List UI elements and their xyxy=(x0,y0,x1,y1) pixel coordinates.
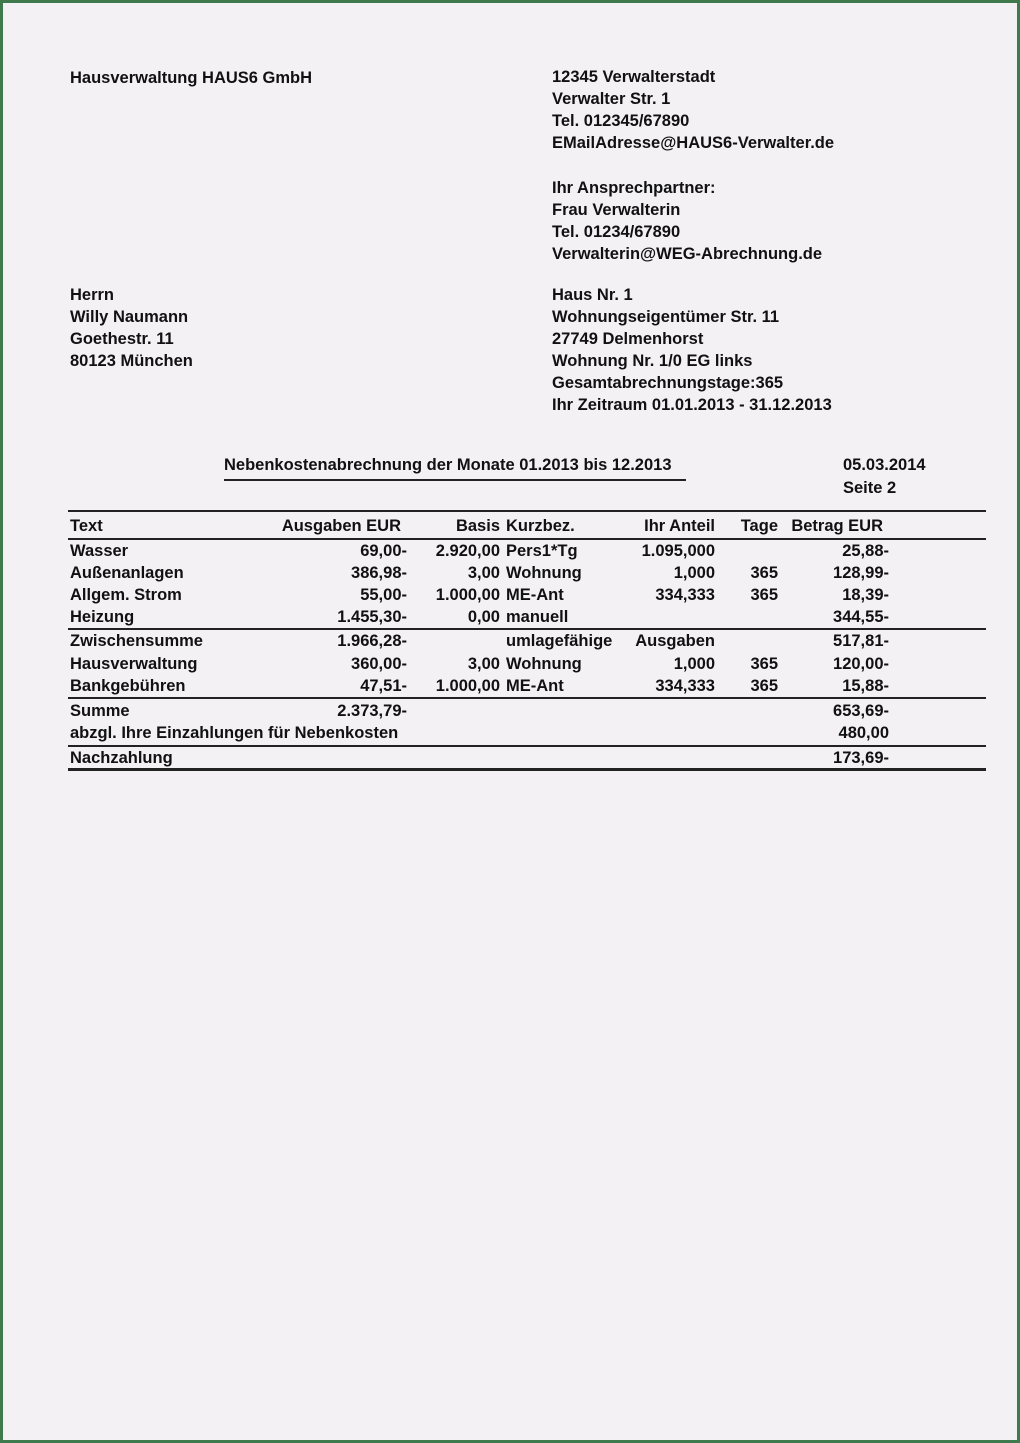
table-rule xyxy=(68,628,986,630)
cell-kurzbez: Wohnung xyxy=(506,564,582,582)
contact-email: Verwalterin@WEG-Abrechnung.de xyxy=(552,245,823,263)
cell-kurzbez: Pers1*Tg xyxy=(506,542,578,560)
cell-kurzbez: Wohnung xyxy=(506,655,582,673)
property-line: Wohnung Nr. 1/0 EG links xyxy=(552,352,753,370)
header-ausgaben: Ausgaben EUR xyxy=(281,517,401,535)
cell-text: Zwischensumme xyxy=(70,632,203,650)
table-rule xyxy=(68,510,986,512)
cell-text: Außenanlagen xyxy=(70,564,184,582)
cell-kurzbez: manuell xyxy=(506,608,569,626)
cell-ausgaben: 55,00- xyxy=(360,586,407,604)
address-line: Verwalter Str. 1 xyxy=(552,90,671,108)
cell-anteil: 1.095,000 xyxy=(641,542,715,560)
cell-betrag: 517,81- xyxy=(833,632,889,650)
cell-text: Wasser xyxy=(70,542,129,560)
contact-label: Ihr Ansprechpartner: xyxy=(552,179,716,197)
cell-text: Nachzahlung xyxy=(70,749,173,767)
cell-anteil: 1,000 xyxy=(673,564,715,582)
page-number: Seite 2 xyxy=(843,479,897,497)
cell-tage: 365 xyxy=(750,586,778,604)
header-tage: Tage xyxy=(740,517,778,535)
table-rule xyxy=(68,538,986,540)
property-line: Gesamtabrechnungstage:365 xyxy=(552,374,784,392)
cell-betrag: 18,39- xyxy=(842,586,889,604)
cell-ausgaben: 1.966,28- xyxy=(337,632,407,650)
cell-betrag: 128,99- xyxy=(833,564,889,582)
cell-anteil: 1,000 xyxy=(673,655,715,673)
cell-ausgaben: 1.455,30- xyxy=(337,608,407,626)
cell-basis: 0,00 xyxy=(467,608,500,626)
cell-betrag: 344,55- xyxy=(833,608,889,626)
salutation: Herrn xyxy=(70,286,115,304)
cell-betrag: 480,00 xyxy=(838,724,889,742)
cell-text: Hausverwaltung xyxy=(70,655,198,673)
property-line: Ihr Zeitraum 01.01.2013 - 31.12.2013 xyxy=(552,396,832,414)
sender-name: Hausverwaltung HAUS6 GmbH xyxy=(70,69,313,87)
cell-text: Summe xyxy=(70,702,130,720)
property-line: Wohnungseigentümer Str. 11 xyxy=(552,308,780,326)
recipient-name: Willy Naumann xyxy=(70,308,189,326)
table-rule xyxy=(68,745,986,747)
address-line: 12345 Verwalterstadt xyxy=(552,68,716,86)
cell-text: abzgl. Ihre Einzahlungen für Nebenkosten xyxy=(70,724,399,742)
cell-betrag: 653,69- xyxy=(833,702,889,720)
cell-betrag: 120,00- xyxy=(833,655,889,673)
cell-ausgaben: 2.373,79- xyxy=(337,702,407,720)
cell-anteil: Ausgaben xyxy=(635,632,715,650)
cell-kurzbez: umlagefähige xyxy=(506,632,613,650)
cell-basis: 1.000,00 xyxy=(435,677,500,695)
cell-text: Allgem. Strom xyxy=(70,586,182,604)
cell-text: Heizung xyxy=(70,608,135,626)
recipient-street: Goethestr. 11 xyxy=(70,330,174,348)
property-info: Haus Nr. 1 Wohnungseigentümer Str. 11 27… xyxy=(552,284,832,416)
cell-ausgaben: 360,00- xyxy=(351,655,407,673)
email: EMailAdresse@HAUS6-Verwalter.de xyxy=(552,134,835,152)
header-betrag: Betrag EUR xyxy=(791,517,883,535)
cell-betrag: 15,88- xyxy=(842,677,889,695)
document-title: Nebenkostenabrechnung der Monate 01.2013… xyxy=(224,454,686,481)
phone: Tel. 012345/67890 xyxy=(552,112,690,130)
header-text: Text xyxy=(70,517,103,535)
cell-basis: 1.000,00 xyxy=(435,586,500,604)
table-rule xyxy=(68,768,986,771)
cell-basis: 3,00 xyxy=(467,564,500,582)
property-line: Haus Nr. 1 xyxy=(552,286,633,304)
cell-ausgaben: 386,98- xyxy=(351,564,407,582)
cell-tage: 365 xyxy=(750,677,778,695)
sender-address: 12345 Verwalterstadt Verwalter Str. 1 Te… xyxy=(552,66,834,154)
cell-betrag: 25,88- xyxy=(842,542,889,560)
cell-kurzbez: ME-Ant xyxy=(506,586,564,604)
recipient-address: Herrn Willy Naumann Goethestr. 11 80123 … xyxy=(70,284,193,372)
cell-ausgaben: 47,51- xyxy=(360,677,407,695)
cell-anteil: 334,333 xyxy=(655,586,715,604)
recipient-city: 80123 München xyxy=(70,352,193,370)
cell-text: Bankgebühren xyxy=(70,677,186,695)
document-date: 05.03.2014 xyxy=(843,456,926,474)
cell-tage: 365 xyxy=(750,655,778,673)
cell-ausgaben: 69,00- xyxy=(360,542,407,560)
header-anteil: Ihr Anteil xyxy=(644,517,715,535)
cell-basis: 2.920,00 xyxy=(435,542,500,560)
cell-anteil: 334,333 xyxy=(655,677,715,695)
cell-betrag: 173,69- xyxy=(833,749,889,767)
header-basis: Basis xyxy=(455,517,500,535)
contact-block: Ihr Ansprechpartner: Frau Verwalterin Te… xyxy=(552,177,822,265)
cell-tage: 365 xyxy=(750,564,778,582)
cell-basis: 3,00 xyxy=(467,655,500,673)
cell-kurzbez: ME-Ant xyxy=(506,677,564,695)
contact-phone: Tel. 01234/67890 xyxy=(552,223,681,241)
table-rule xyxy=(68,697,986,699)
property-line: 27749 Delmenhorst xyxy=(552,330,704,348)
header-kurzbez: Kurzbez. xyxy=(506,517,575,535)
contact-name: Frau Verwalterin xyxy=(552,201,681,219)
